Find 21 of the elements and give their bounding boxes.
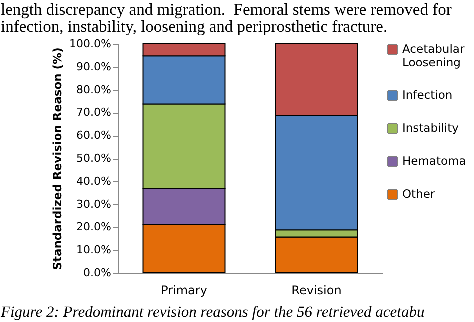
caption: Figure 2: Predominant revision reasons for the 56 retrieved acetabu	[0, 304, 426, 322]
legend-label: Instability	[402, 120, 460, 135]
legend-label: Hematoma	[402, 154, 466, 168]
y-tick-label: 30.0%	[76, 198, 112, 211]
x-tick-label: Revision	[292, 284, 342, 298]
legend-label: Acetabular Loosening	[402, 42, 465, 70]
text: length discrepancy and migration. Femoral stems were removed for infection, instability, loosening and periprosthetic fracture.	[0, 0, 453, 36]
y-tick-label: 20.0%	[76, 220, 112, 234]
y-axis-title: Standardized Revision Reason (%)	[50, 48, 65, 270]
y-tick-label: 70.0%	[76, 106, 112, 120]
y-tick-label: 80.0%	[76, 83, 112, 96]
legend-label: Other	[402, 186, 436, 201]
y-tick-label: 40.0%	[76, 174, 112, 188]
y-tick-label: 10.0%	[76, 244, 112, 257]
y-tick-label: 90.0%	[76, 60, 112, 74]
y-tick-label: 50.0%	[76, 152, 112, 165]
legend-label: Infection	[402, 88, 453, 102]
y-tick-label: 0.0%	[84, 266, 112, 280]
y-tick-label: 60.0%	[76, 129, 112, 142]
x-tick-label: Primary	[161, 284, 208, 298]
y-tick-label: 100.0%	[70, 38, 112, 50]
